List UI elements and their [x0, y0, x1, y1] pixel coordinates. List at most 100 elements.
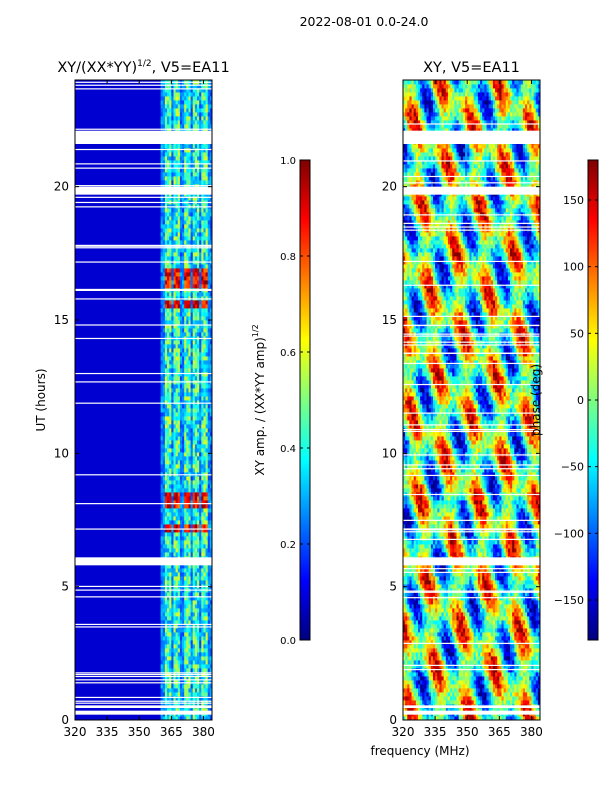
heatmap-cell	[529, 696, 532, 701]
heatmap-cell	[160, 328, 164, 333]
heatmap-cell	[177, 152, 181, 157]
heatmap-cell	[177, 504, 181, 509]
heatmap-cell	[162, 520, 166, 525]
heatmap-cell	[167, 332, 170, 337]
heatmap-cell	[507, 664, 511, 669]
heatmap-cell	[192, 372, 196, 377]
heatmap-cell	[194, 420, 198, 425]
heatmap-cell	[458, 708, 462, 713]
heatmap-cell	[531, 672, 534, 677]
heatmap-cell	[167, 656, 170, 661]
heatmap-cell	[190, 468, 194, 473]
heatmap-cell	[167, 544, 170, 549]
heatmap-cell	[177, 128, 181, 133]
heatmap-cell	[209, 332, 212, 337]
heatmap-cell	[167, 388, 170, 393]
heatmap-cell	[160, 436, 164, 441]
heatmap-cell	[190, 536, 194, 541]
heatmap-cell	[480, 708, 483, 713]
heatmap-cell	[169, 332, 172, 337]
heatmap-cell	[188, 576, 191, 581]
heatmap-cell	[188, 180, 191, 185]
heatmap-cell	[199, 516, 202, 521]
heatmap-cell	[179, 356, 183, 361]
heatmap-cell	[167, 312, 170, 317]
heatmap-cell	[194, 296, 198, 301]
heatmap-cell	[177, 368, 181, 373]
heatmap-cell	[488, 696, 492, 701]
heatmap-cell	[171, 84, 174, 89]
heatmap-cell	[205, 356, 209, 361]
heatmap-cell	[160, 680, 164, 685]
heatmap-cell	[209, 500, 212, 505]
heatmap-cell	[160, 224, 164, 229]
heatmap-cell	[205, 252, 209, 257]
heatmap-cell	[175, 108, 179, 113]
heatmap-cell	[177, 108, 181, 113]
heatmap-cell	[197, 100, 200, 105]
heatmap-cell	[190, 328, 194, 333]
heatmap-cell	[415, 652, 419, 657]
heatmap-cell	[162, 180, 166, 185]
heatmap-cell	[197, 296, 200, 301]
heatmap-cell	[188, 456, 191, 461]
heatmap-cell	[205, 112, 209, 117]
flag-line	[75, 81, 212, 83]
heatmap-cell	[160, 292, 164, 297]
heatmap-cell	[175, 104, 179, 109]
heatmap-cell	[201, 388, 204, 393]
heatmap-cell	[175, 360, 179, 365]
heatmap-cell	[516, 660, 519, 665]
heatmap-cell	[199, 500, 202, 505]
heatmap-cell	[169, 432, 172, 437]
heatmap-cell	[503, 656, 507, 661]
heatmap-cell	[182, 360, 185, 365]
heatmap-cell	[197, 504, 200, 509]
heatmap-cell	[171, 364, 174, 369]
heatmap-cell	[514, 696, 517, 701]
heatmap-cell	[190, 144, 194, 149]
heatmap-cell	[424, 684, 427, 689]
heatmap-cell	[435, 664, 438, 669]
heatmap-cell	[192, 384, 196, 389]
flag-line	[75, 682, 212, 684]
heatmap-cell	[469, 700, 472, 705]
heatmap-cell	[169, 576, 172, 581]
heatmap-cell	[173, 84, 177, 89]
heatmap-cell	[205, 644, 209, 649]
heatmap-cell	[201, 468, 204, 473]
heatmap-cell	[186, 84, 189, 89]
heatmap-cell	[192, 444, 196, 449]
heatmap-cell	[179, 484, 183, 489]
heatmap-cell	[186, 596, 189, 601]
heatmap-cell	[164, 236, 168, 241]
heatmap-cell	[205, 680, 209, 685]
heatmap-cell	[186, 428, 189, 433]
heatmap-cell	[205, 612, 209, 617]
heatmap-cell	[537, 716, 540, 720]
heatmap-cell	[167, 524, 170, 529]
heatmap-cell	[484, 664, 487, 669]
heatmap-cell	[197, 652, 200, 657]
heatmap-cell	[203, 592, 206, 597]
heatmap-cell	[169, 208, 172, 213]
heatmap-cell	[435, 692, 438, 697]
heatmap-cell	[435, 688, 438, 693]
heatmap-cell	[203, 660, 206, 665]
heatmap-cell	[186, 628, 189, 633]
heatmap-cell	[426, 688, 430, 693]
heatmap-cell	[203, 428, 206, 433]
heatmap-cell	[194, 384, 198, 389]
heatmap-cell	[488, 688, 492, 693]
heatmap-cell	[160, 376, 164, 381]
heatmap-cell	[173, 444, 177, 449]
heatmap-cell	[179, 548, 183, 553]
heatmap-cell	[162, 408, 166, 413]
heatmap-cell	[171, 356, 174, 361]
heatmap-cell	[207, 644, 211, 649]
heatmap-cell	[182, 268, 185, 273]
heatmap-cell	[205, 568, 209, 573]
heatmap-cell	[497, 672, 500, 677]
heatmap-cell	[175, 460, 179, 465]
heatmap-cell	[171, 656, 174, 661]
